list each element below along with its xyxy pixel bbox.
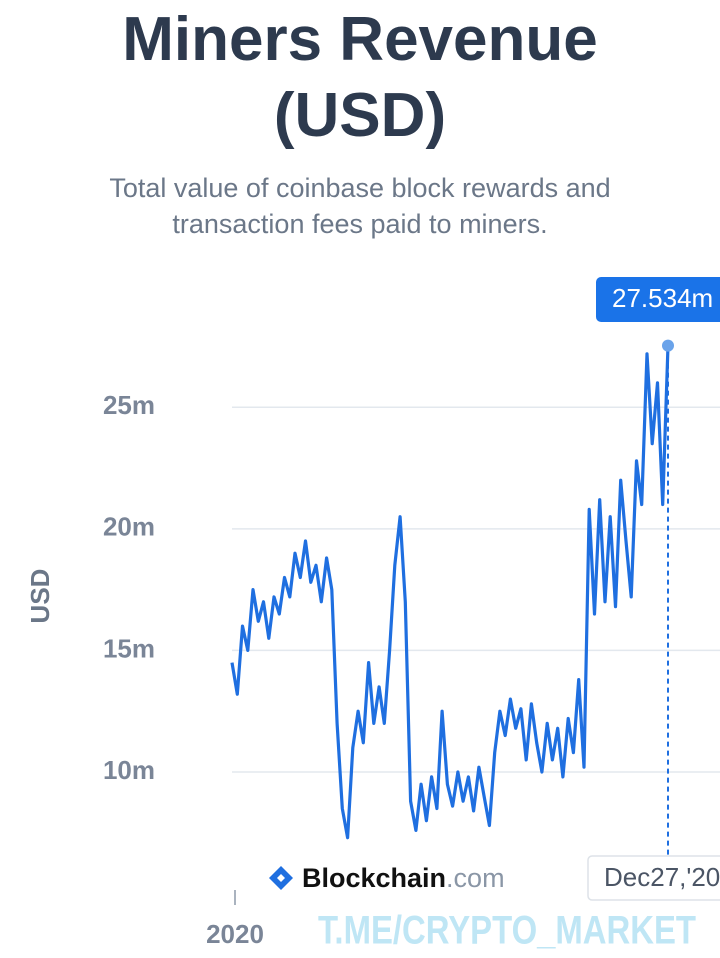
y-tick-label: 10m [103,755,155,785]
chart-subtitle: Total value of coinbase block rewards an… [109,173,611,239]
brand-name: Blockchain [302,863,446,893]
brand-suffix: .com [446,863,505,893]
tooltip-point [662,339,674,352]
chart-title: Miners Revenue (USD) [122,5,598,150]
tooltip-box [596,277,720,322]
y-axis-label: USD [25,569,55,624]
y-tick-label: 15m [103,633,155,663]
logo-icon-inner [277,874,285,882]
tooltip-value: 27.534m [612,283,713,313]
x-tick-label: 2020 [206,919,264,949]
y-tick-label: 20m [103,512,155,542]
channel-watermark: T.ME/CRYPTO_MARKET [318,909,696,953]
date-box [587,855,720,901]
y-tick-label: 25m [103,390,155,420]
brand-logo [269,866,293,890]
tooltip-date: Dec27,'20 [604,862,720,892]
brand-watermark: Blockchain.com [302,863,505,893]
series-line [230,345,670,840]
